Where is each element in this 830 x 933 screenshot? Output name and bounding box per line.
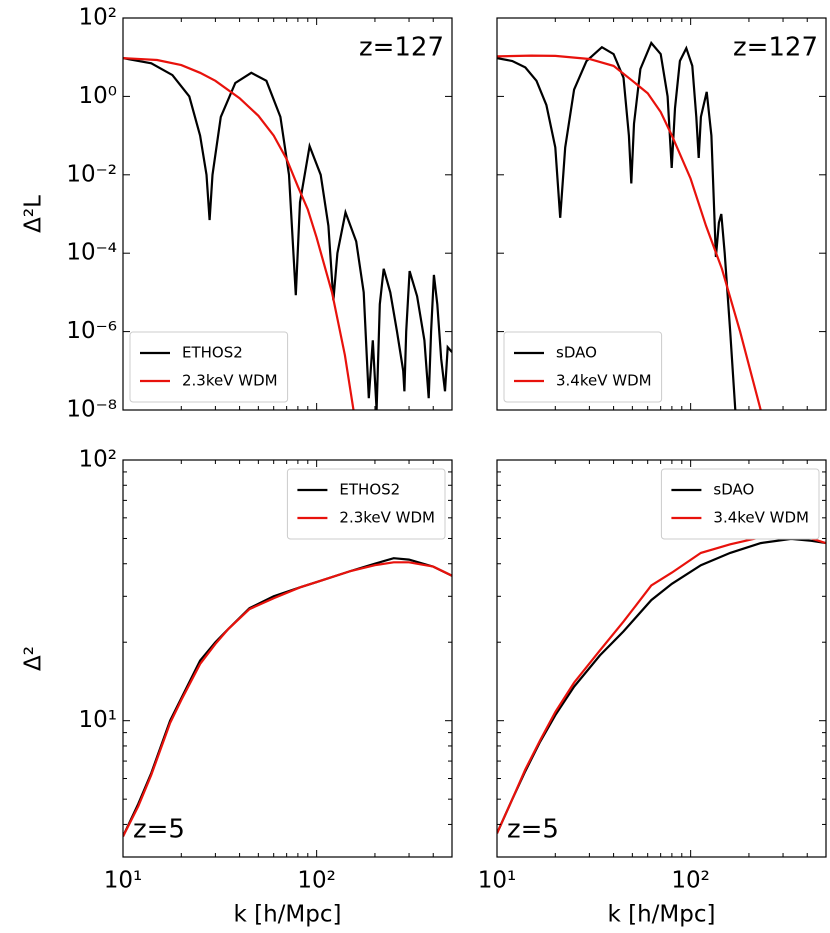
y-tick-label: 10⁻² xyxy=(66,161,117,187)
series-line xyxy=(123,57,355,410)
x-tick-label: 10¹ xyxy=(478,868,517,894)
y-tick-label: 10² xyxy=(79,447,118,473)
legend-box xyxy=(286,468,446,540)
y-axis-label: Δ²L xyxy=(21,195,47,233)
legend: ETHOS2 2.3keV WDM xyxy=(286,468,446,540)
series-line xyxy=(123,561,452,837)
legend-label: ETHOS2 xyxy=(339,481,400,499)
axes-frame xyxy=(122,459,453,858)
legend: ETHOS2 2.3keV WDM xyxy=(129,331,289,403)
y-tick-label: 10² xyxy=(79,5,118,31)
legend-label: 2.3keV WDM xyxy=(339,509,435,527)
axes-frame xyxy=(122,17,453,411)
series-line xyxy=(123,557,452,837)
annotation: z=127 xyxy=(733,33,818,63)
axes-frame xyxy=(496,459,827,858)
y-tick-label: 10⁻⁶ xyxy=(66,318,117,344)
y-tick-label: 10⁰ xyxy=(79,83,118,109)
series-line xyxy=(497,537,826,834)
y-axis-label: Δ² xyxy=(21,646,47,671)
panel: 10¹ 10² 10¹ 10² k [h/Mpc] Δ² z=5 ETHOS2 2.3keV W… xyxy=(21,447,453,928)
legend-label: 3.4keV WDM xyxy=(556,372,652,390)
series-line xyxy=(497,54,762,410)
annotation: z=5 xyxy=(507,815,559,845)
series-line xyxy=(497,533,826,834)
series-line xyxy=(497,40,737,410)
legend-label: sDAO xyxy=(713,481,754,499)
legend: sDAO 3.4keV WDM xyxy=(660,468,820,540)
legend-label: 2.3keV WDM xyxy=(182,372,278,390)
legend: sDAO 3.4keV WDM xyxy=(503,331,663,403)
legend-label: 3.4keV WDM xyxy=(713,509,809,527)
x-tick-label: 10² xyxy=(671,868,710,894)
legend-box xyxy=(503,331,663,403)
legend-box xyxy=(660,468,820,540)
y-tick-label: 10⁻⁸ xyxy=(66,397,117,423)
axes-frame xyxy=(496,17,827,411)
y-tick-label: 10¹ xyxy=(79,707,118,733)
x-tick-label: 10² xyxy=(297,868,336,894)
series-line xyxy=(123,57,452,410)
panel: 10² 10⁰ 10⁻² 10⁻⁴ 10⁻⁶ 10⁻⁸ Δ²L z=127 ETHOS2 2.3k… xyxy=(21,5,453,423)
legend-label: sDAO xyxy=(556,344,597,362)
annotation: z=127 xyxy=(359,33,444,63)
panel: 10¹ 10² k [h/Mpc] z=5 sDAO 3.4keV WDM xyxy=(478,459,827,928)
y-tick-label: 10⁻⁴ xyxy=(66,240,117,266)
legend-label: ETHOS2 xyxy=(182,344,243,362)
annotation: z=5 xyxy=(133,815,185,845)
x-tick-label: 10¹ xyxy=(104,868,143,894)
x-axis-label: k [h/Mpc] xyxy=(608,902,716,928)
legend-box xyxy=(129,331,289,403)
panel: z=127 sDAO 3.4keV WDM xyxy=(496,17,827,411)
x-axis-label: k [h/Mpc] xyxy=(234,902,342,928)
